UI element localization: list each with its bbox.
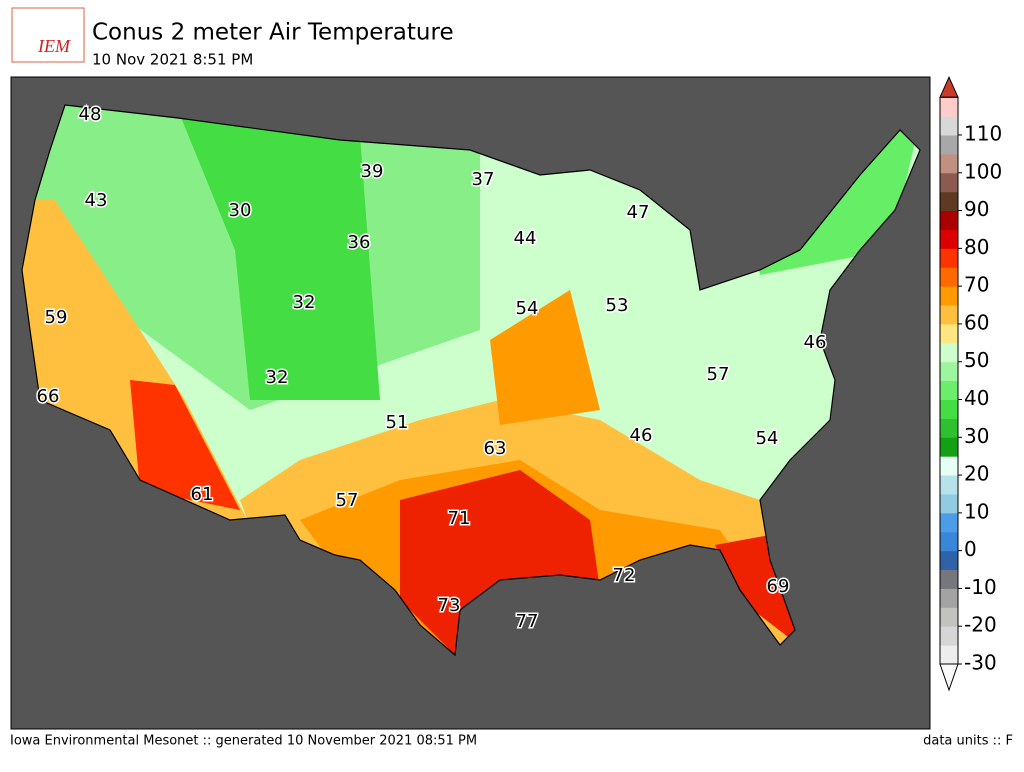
colorbar-band [940, 248, 958, 268]
station-label: 46 [804, 332, 827, 353]
us-outline [21, 104, 921, 657]
station-label: 71 [448, 508, 471, 529]
colorbar: -30 -20 -10 0 10 20 30 40 50 60 70 80 90 100 110 [939, 75, 1002, 692]
colorbar-arrow-bottom [939, 663, 959, 692]
footer-right: data units :: F [923, 734, 1013, 749]
colorbar-band [940, 645, 958, 665]
colorbar-tick-label: -30 [964, 651, 997, 675]
colorbar-band [940, 342, 958, 363]
colorbar-band [940, 512, 958, 533]
footer-left: Iowa Environmental Mesonet :: generated … [10, 734, 477, 749]
station-label: 73 [438, 595, 461, 616]
colorbar-band [940, 456, 958, 476]
station-label: 30 [229, 200, 252, 221]
station-label: 48 [79, 104, 102, 125]
station-label: 61 [191, 484, 214, 505]
colorbar-band [940, 550, 958, 571]
station-label: 36 [348, 232, 371, 253]
station-label: 43 [85, 190, 108, 211]
logo: IEM [37, 36, 71, 56]
colorbar-tick-label: -10 [964, 575, 997, 599]
station-label: 77 [516, 611, 539, 632]
colorbar-band [940, 380, 958, 400]
colorbar-tick-label: 80 [964, 235, 989, 259]
station-label: 37 [472, 169, 495, 190]
colorbar-tick-label: 30 [964, 424, 989, 448]
colorbar-band [940, 305, 958, 325]
station-label: 44 [514, 228, 537, 249]
station-label: 54 [756, 428, 779, 449]
colorbar-band [940, 399, 958, 419]
colorbar-band [940, 531, 958, 552]
station-label: 54 [516, 298, 539, 319]
colorbar-band [940, 361, 958, 382]
colorbar-band [940, 475, 958, 495]
station-label: 32 [293, 292, 316, 313]
station-label: 59 [45, 307, 68, 328]
colorbar-band [940, 607, 958, 627]
colorbar-band [940, 229, 958, 249]
title: Conus 2 meter Air Temperature [92, 20, 454, 46]
colorbar-tick-label: 90 [964, 197, 989, 221]
colorbar-band [940, 135, 958, 155]
colorbar-band [940, 210, 958, 230]
colorbar-band [940, 191, 958, 212]
subtitle: 10 Nov 2021 8:51 PM [92, 51, 253, 69]
station-label: 51 [386, 412, 409, 433]
station-label: 47 [627, 202, 650, 223]
colorbar-frame [939, 96, 959, 665]
colorbar-band [940, 267, 958, 287]
colorbar-tick-label: 40 [964, 386, 989, 410]
colorbar-band [940, 97, 958, 117]
station-label: 39 [361, 161, 384, 182]
colorbar-band [940, 437, 958, 457]
colorbar-tick-label: 10 [964, 499, 989, 523]
colorbar-tick-label: 60 [964, 310, 989, 334]
colorbar-band [940, 286, 958, 306]
station-label: 69 [767, 576, 790, 597]
station-label: 53 [606, 295, 629, 316]
station-label: 46 [630, 425, 653, 446]
colorbar-band [940, 323, 958, 344]
colorbar-tick-label: -20 [964, 613, 997, 637]
temperature-field [22, 105, 920, 655]
station-label: 57 [707, 364, 730, 385]
colorbar-tick-label: 100 [964, 159, 1002, 183]
station-label: 57 [336, 490, 359, 511]
colorbar-band [940, 172, 958, 193]
colorbar-band [940, 588, 958, 608]
colorbar-band [940, 493, 958, 514]
colorbar-tick-label: 70 [964, 273, 989, 297]
colorbar-tick-label: 20 [964, 462, 989, 486]
colorbar-tick-label: 110 [964, 122, 1002, 146]
colorbar-arrow-top [939, 75, 959, 98]
colorbar-band [940, 418, 958, 438]
colorbar-tick-label: 50 [964, 348, 989, 372]
colorbar-band [940, 626, 958, 646]
logo-box [11, 7, 85, 63]
station-label: 32 [266, 367, 289, 388]
colorbar-band [940, 116, 958, 136]
station-label: 72 [613, 565, 636, 586]
colorbar-tick-label: 0 [964, 537, 977, 561]
colorbar-band [940, 153, 958, 174]
colorbar-band [940, 569, 958, 589]
station-label: 66 [37, 386, 60, 407]
station-label: 63 [484, 438, 507, 459]
station-labels: 48 43 30 39 37 47 36 44 59 32 54 53 46 66 32 57 51 63 46 54… [35, 103, 828, 634]
